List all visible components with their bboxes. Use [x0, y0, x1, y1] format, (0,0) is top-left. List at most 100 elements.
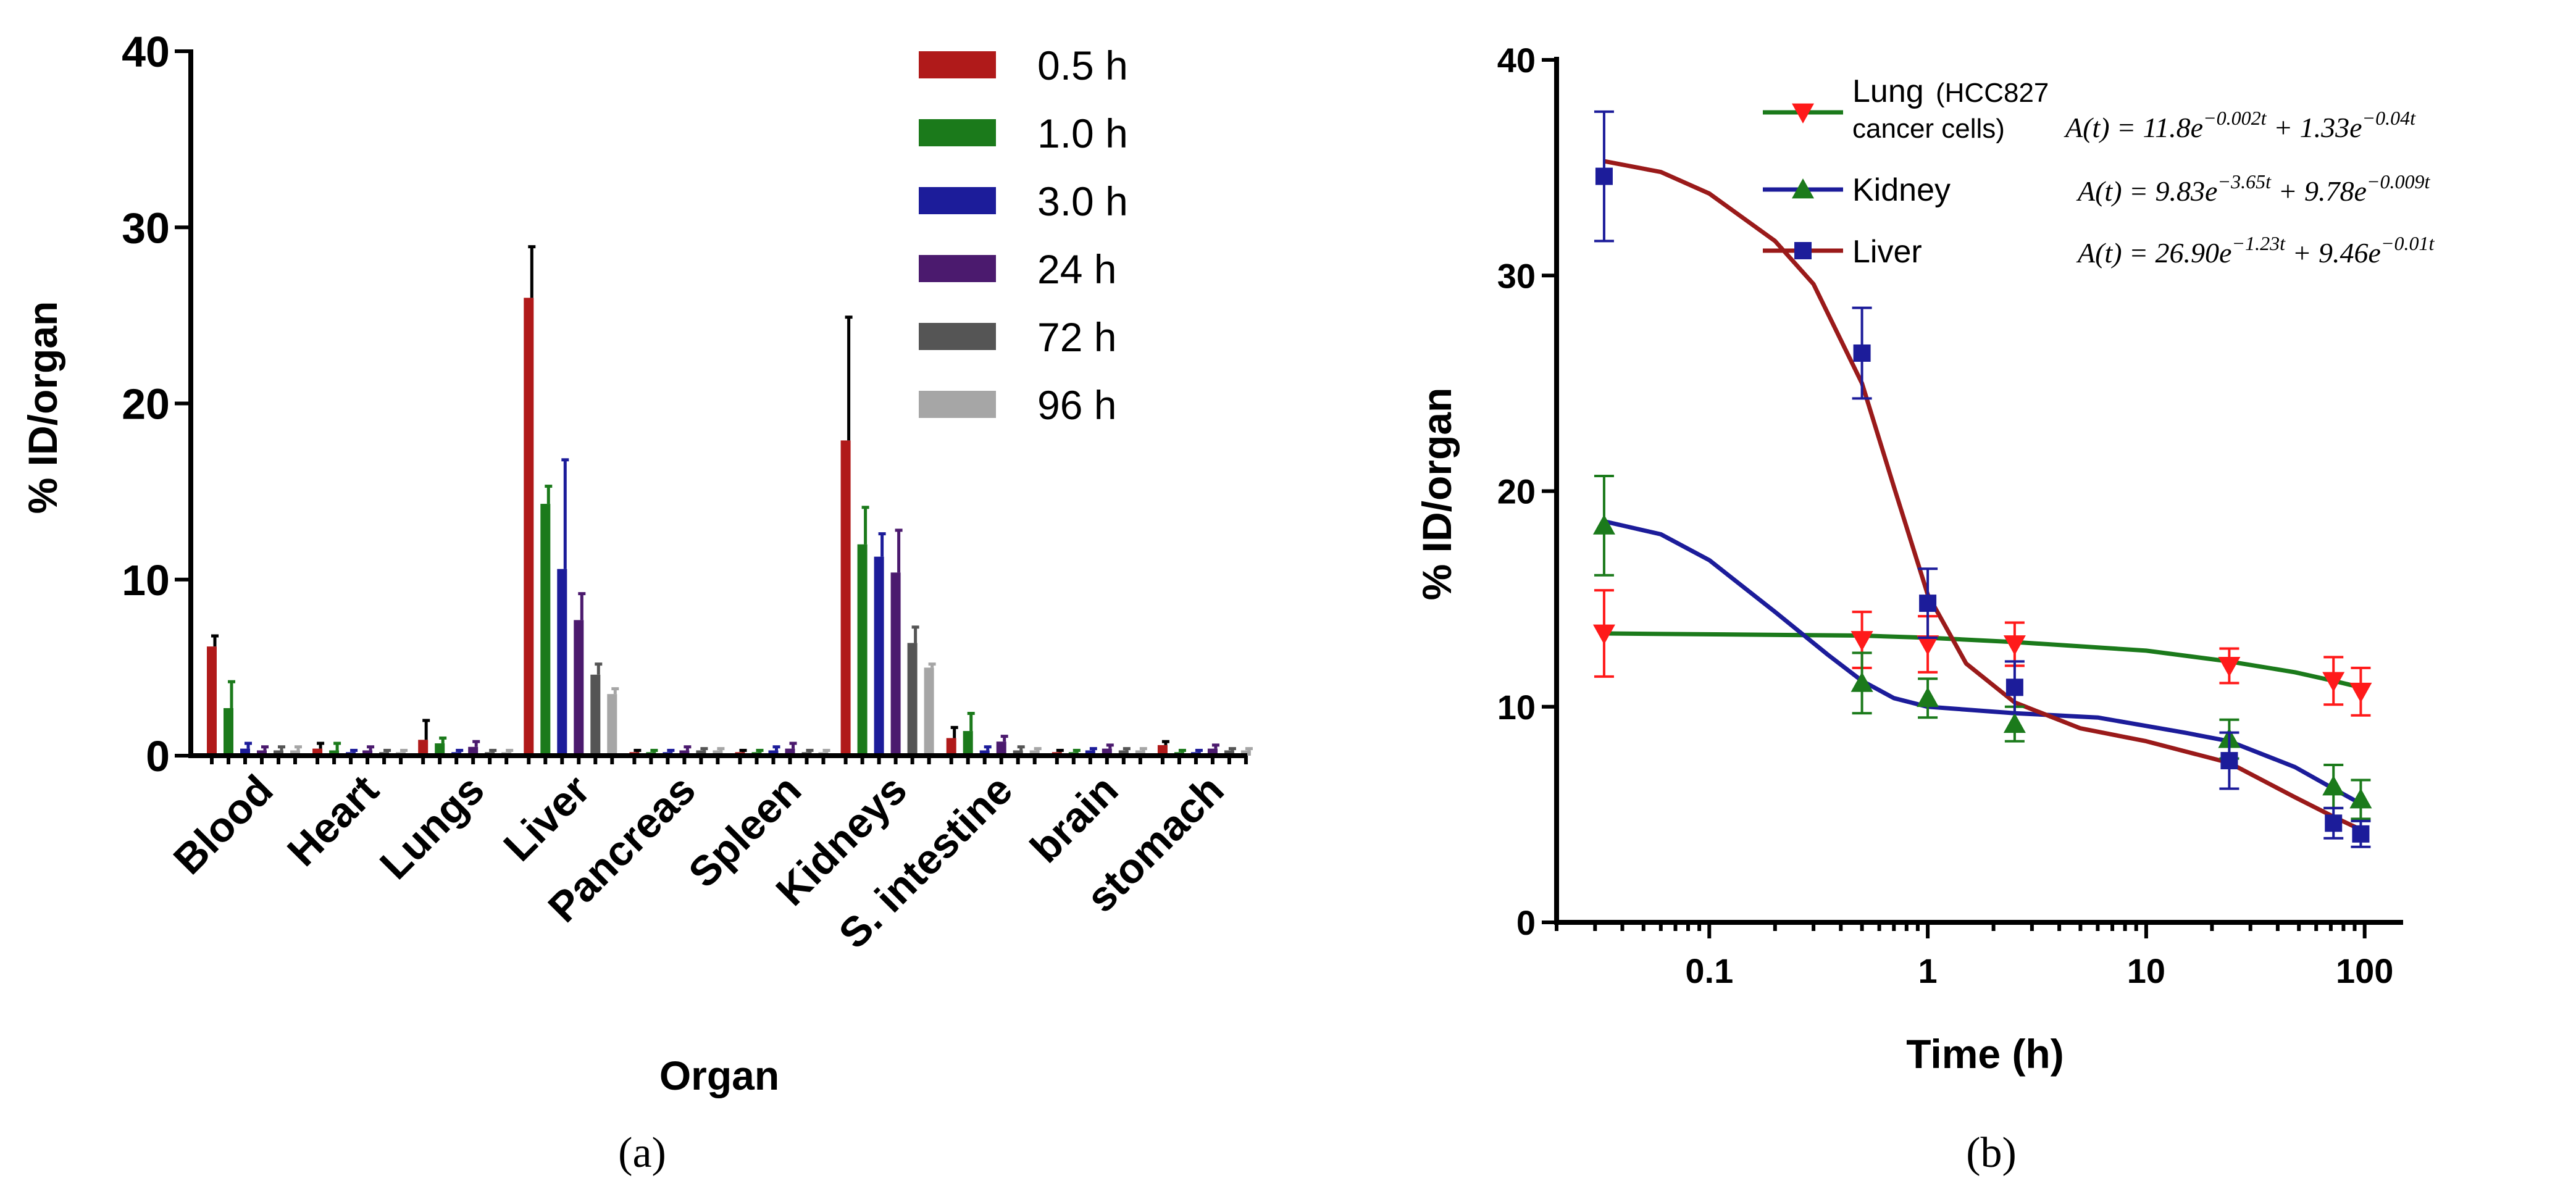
point-kidney — [1592, 514, 1615, 535]
bar-stomach-0-5-h — [1157, 745, 1168, 756]
legend-label: 96 h — [1037, 382, 1116, 428]
x-tick-label: Lungs — [371, 766, 493, 888]
panel-label-b: (b) — [1966, 1129, 2017, 1177]
bar-liver-3-0-h — [557, 569, 567, 756]
bar-stomach-96-h — [1240, 750, 1251, 756]
bar-spleen-24-h — [785, 748, 795, 756]
x-tick-label: Heart — [278, 766, 388, 875]
point-liver — [1853, 344, 1871, 362]
y-tick-label: 40 — [1497, 41, 1536, 80]
y-tick-label: 20 — [1497, 472, 1536, 511]
y-tick-label: 0 — [146, 732, 170, 780]
y-tick-label: 40 — [122, 28, 170, 76]
legend-label-liver: Liver — [1852, 234, 1922, 270]
x-tick-label: 1 — [1918, 951, 1938, 990]
point-lung — [1917, 635, 1939, 656]
bar-liver-96-h — [607, 694, 617, 756]
x-axis-ticks: 0.1 1 10 100 — [1555, 922, 2393, 990]
bar-s-intestine-0-5-h — [946, 738, 956, 756]
bar-s-intestine-72-h — [1013, 750, 1023, 756]
fit-curve-liver — [1604, 159, 2362, 832]
point-liver — [2352, 825, 2370, 843]
equation-term: A(t) = 26.90e — [2076, 237, 2231, 269]
equation-exponent: −0.01t — [2381, 232, 2435, 254]
fit-curves — [1604, 159, 2362, 832]
equation-exponent: −1.23t — [2231, 232, 2286, 254]
bar-marks — [207, 298, 1251, 756]
y-tick-label: 20 — [122, 380, 170, 428]
point-liver — [1595, 167, 1613, 185]
x-tick-label: 0.1 — [1685, 951, 1733, 990]
bar-brain-72-h — [1118, 750, 1129, 756]
bar-liver-1-0-h — [540, 504, 551, 756]
point-lung — [1850, 631, 1873, 651]
y-axis-ticks: 0 10 20 30 40 — [1497, 41, 1557, 942]
legend-label: 24 h — [1037, 246, 1116, 292]
y-tick-label: 10 — [1497, 688, 1536, 727]
legend-marker-liver — [1794, 242, 1812, 259]
bar-brain-24-h — [1102, 748, 1112, 756]
equation-term: + 9.46e — [2285, 237, 2381, 269]
bar-blood-0-5-h — [207, 646, 217, 756]
legend-equation-lung: A(t) = 11.8e−0.002t + 1.33e−0.04t — [2064, 107, 2416, 143]
point-liver — [2220, 752, 2238, 770]
bar-blood-24-h — [257, 750, 267, 756]
bar-error-bars — [211, 245, 1253, 753]
bar-kidneys-3-0-h — [874, 556, 884, 756]
y-tick-label: 10 — [122, 556, 170, 604]
legend-swatch-3-0-h — [919, 187, 996, 214]
equation-exponent: −0.04t — [2362, 107, 2417, 129]
bar-spleen-3-0-h — [768, 750, 779, 756]
y-axis-label: % ID/organ — [1414, 388, 1460, 601]
point-kidney — [2349, 788, 2372, 809]
equation-term: A(t) = 9.83e — [2076, 175, 2217, 207]
legend-swatch-72-h — [919, 323, 996, 350]
data-points — [1592, 110, 2372, 848]
point-liver — [2325, 814, 2343, 832]
legend-marker-kidney — [1792, 178, 1814, 199]
bar-stomach-72-h — [1224, 750, 1234, 756]
y-axis-ticks: 0 10 20 30 40 — [122, 28, 191, 780]
bar-blood-96-h — [290, 750, 300, 756]
bar-brain-96-h — [1135, 750, 1145, 756]
legend-equation-liver: A(t) = 26.90e−1.23t + 9.46e−0.01t — [2076, 232, 2435, 269]
legend-equation-kidney: A(t) = 9.83e−3.65t + 9.78e−0.009t — [2076, 170, 2431, 207]
bar-pancreas-24-h — [679, 750, 690, 756]
fit-curve-lung — [1604, 631, 2362, 690]
bar-lungs-0-5-h — [418, 740, 429, 756]
bar-liver-0-5-h — [524, 298, 534, 756]
x-tick-label: 100 — [2336, 951, 2393, 990]
legend-label: 72 h — [1037, 314, 1116, 360]
legend-swatch-24-h — [919, 255, 996, 282]
bar-s-intestine-24-h — [996, 741, 1006, 756]
point-kidney — [2003, 712, 2026, 733]
legend-label: 1.0 h — [1037, 111, 1128, 156]
legend-label-detail: cancer cells) — [1852, 114, 2005, 144]
y-tick-label: 30 — [122, 204, 170, 252]
bar-heart-0-5-h — [312, 748, 323, 756]
bar-liver-24-h — [574, 620, 584, 756]
point-lung — [2322, 672, 2345, 692]
point-liver — [1919, 595, 1937, 612]
x-axis-label: Time (h) — [1906, 1031, 2064, 1077]
y-axis-label: % ID/organ — [20, 301, 65, 514]
bar-blood-72-h — [274, 750, 283, 756]
bar-kidneys-1-0-h — [857, 544, 868, 756]
equation-exponent: −3.65t — [2217, 170, 2272, 193]
point-lung — [2349, 682, 2372, 703]
point-kidney — [1850, 672, 1873, 692]
x-tick-label: Blood — [165, 766, 282, 883]
legend-swatch-96-h — [919, 391, 996, 418]
point-lung — [2003, 635, 2026, 656]
bar-kidneys-72-h — [907, 643, 918, 756]
equation-exponent: −0.002t — [2203, 107, 2267, 129]
bar-kidneys-24-h — [890, 572, 901, 756]
bar-lungs-1-0-h — [435, 743, 445, 756]
y-tick-label: 30 — [1497, 256, 1536, 295]
legend-label: 0.5 h — [1037, 43, 1128, 88]
equation-term: + 1.33e — [2267, 112, 2362, 143]
bar-stomach-24-h — [1207, 748, 1218, 756]
bar-s-intestine-3-0-h — [979, 750, 990, 756]
